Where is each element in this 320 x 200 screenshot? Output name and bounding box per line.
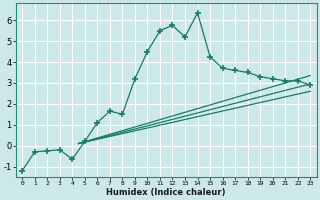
X-axis label: Humidex (Indice chaleur): Humidex (Indice chaleur)	[107, 188, 226, 197]
